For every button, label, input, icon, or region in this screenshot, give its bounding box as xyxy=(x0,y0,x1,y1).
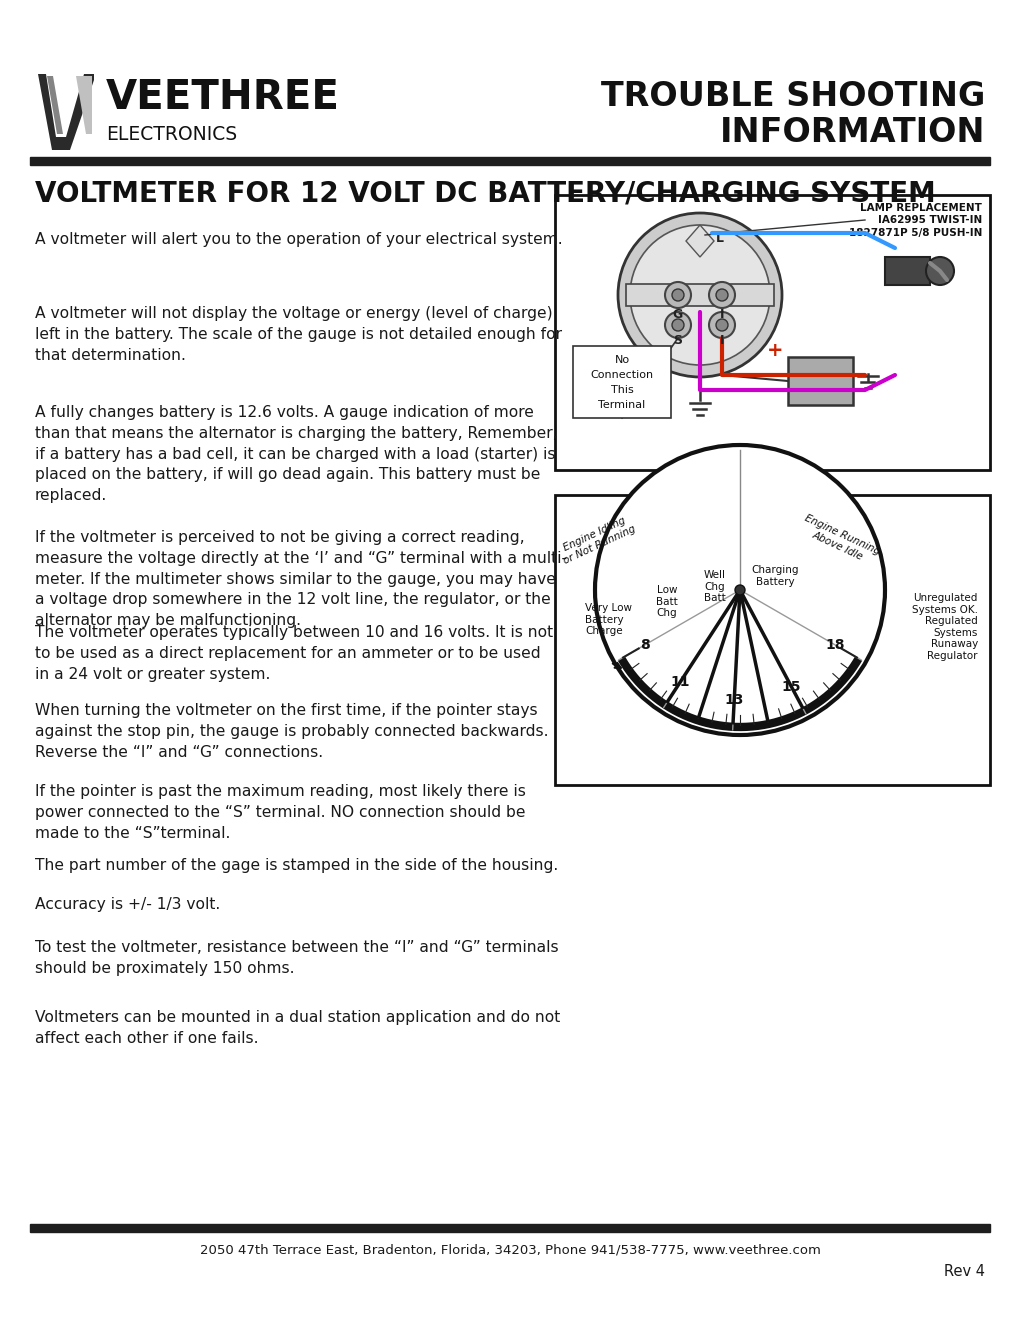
Polygon shape xyxy=(76,77,92,135)
Text: ELECTRONICS: ELECTRONICS xyxy=(106,124,236,144)
Text: This: This xyxy=(610,385,633,395)
Text: Terminal: Terminal xyxy=(598,400,645,411)
Text: To test the voltmeter, resistance between the “I” and “G” terminals
should be pr: To test the voltmeter, resistance betwee… xyxy=(35,940,558,975)
Text: LAMP REPLACEMENT
IA62995 TWIST-IN
1827871P 5/8 PUSH-IN: LAMP REPLACEMENT IA62995 TWIST-IN 182787… xyxy=(848,203,981,238)
Circle shape xyxy=(630,224,769,366)
Text: TROUBLE SHOOTING: TROUBLE SHOOTING xyxy=(600,79,984,112)
Text: G: G xyxy=(673,309,683,322)
Circle shape xyxy=(594,445,884,735)
Circle shape xyxy=(715,289,728,301)
Polygon shape xyxy=(47,77,63,135)
Bar xyxy=(554,495,989,785)
Text: Well
Chg
Batt: Well Chg Batt xyxy=(703,570,726,603)
Bar xyxy=(626,284,773,306)
Text: INFORMATION: INFORMATION xyxy=(718,116,984,149)
Text: S: S xyxy=(673,334,682,347)
Text: L: L xyxy=(715,231,723,244)
Text: 2050 47th Terrace East, Bradenton, Florida, 34203, Phone 941/538-7775, www.veeth: 2050 47th Terrace East, Bradenton, Flori… xyxy=(200,1243,819,1257)
Circle shape xyxy=(925,257,953,285)
Text: Very Low
Battery
Charge: Very Low Battery Charge xyxy=(585,603,632,636)
Bar xyxy=(30,1224,989,1232)
Text: Charging
Battery: Charging Battery xyxy=(751,565,798,586)
Text: VOLTMETER FOR 12 VOLT DC BATTERY/CHARGING SYSTEM: VOLTMETER FOR 12 VOLT DC BATTERY/CHARGIN… xyxy=(35,180,934,209)
Text: No: No xyxy=(613,355,629,366)
Bar xyxy=(30,157,989,165)
Polygon shape xyxy=(686,224,713,257)
Text: Rev 4: Rev 4 xyxy=(943,1265,984,1279)
Circle shape xyxy=(708,282,735,308)
Text: 18: 18 xyxy=(824,638,844,652)
Text: Voltmeters can be mounted in a dual station application and do not
affect each o: Voltmeters can be mounted in a dual stat… xyxy=(35,1010,559,1045)
Text: 11: 11 xyxy=(669,676,689,689)
Text: VEETHREE: VEETHREE xyxy=(106,78,339,117)
Text: Engine Idling
or Not Running: Engine Idling or Not Running xyxy=(556,513,637,566)
Text: 15: 15 xyxy=(782,680,801,694)
Circle shape xyxy=(708,312,735,338)
Bar xyxy=(554,195,989,470)
Circle shape xyxy=(618,213,782,378)
Text: 13: 13 xyxy=(723,693,743,706)
Circle shape xyxy=(664,312,690,338)
Circle shape xyxy=(664,282,690,308)
Text: Low
Batt
Chg: Low Batt Chg xyxy=(655,585,678,618)
Text: If the pointer is past the maximum reading, most likely there is
power connected: If the pointer is past the maximum readi… xyxy=(35,784,526,841)
Polygon shape xyxy=(38,74,94,150)
Text: I: I xyxy=(719,309,723,322)
Circle shape xyxy=(672,319,684,331)
Text: A voltmeter will not display the voltage or energy (level of charge)
left in the: A voltmeter will not display the voltage… xyxy=(35,306,561,363)
Circle shape xyxy=(715,319,728,331)
Text: A fully changes battery is 12.6 volts. A gauge indication of more
than that mean: A fully changes battery is 12.6 volts. A… xyxy=(35,405,557,503)
Text: The voltmeter operates typically between 10 and 16 volts. It is not
to be used a: The voltmeter operates typically between… xyxy=(35,624,552,681)
Text: Engine Running
Above Idle: Engine Running Above Idle xyxy=(798,513,880,568)
Text: 8: 8 xyxy=(639,638,649,652)
Text: A voltmeter will alert you to the operation of your electrical system.: A voltmeter will alert you to the operat… xyxy=(35,232,562,247)
Text: If the voltmeter is perceived to not be giving a correct reading,
measure the vo: If the voltmeter is perceived to not be … xyxy=(35,531,567,628)
Text: The part number of the gage is stamped in the side of the housing.: The part number of the gage is stamped i… xyxy=(35,858,557,873)
Bar xyxy=(788,356,852,405)
Text: +: + xyxy=(766,341,783,359)
Text: Unregulated
Systems OK.
Regulated
Systems
Runaway
Regulator: Unregulated Systems OK. Regulated System… xyxy=(911,593,977,661)
Bar xyxy=(573,346,671,418)
Bar xyxy=(884,257,929,285)
Text: Connection: Connection xyxy=(590,370,653,380)
Text: I: I xyxy=(719,334,723,347)
Text: Accuracy is +/- 1/3 volt.: Accuracy is +/- 1/3 volt. xyxy=(35,898,220,912)
Text: When turning the voltmeter on the first time, if the pointer stays
against the s: When turning the voltmeter on the first … xyxy=(35,704,548,759)
Circle shape xyxy=(735,585,744,595)
Circle shape xyxy=(672,289,684,301)
